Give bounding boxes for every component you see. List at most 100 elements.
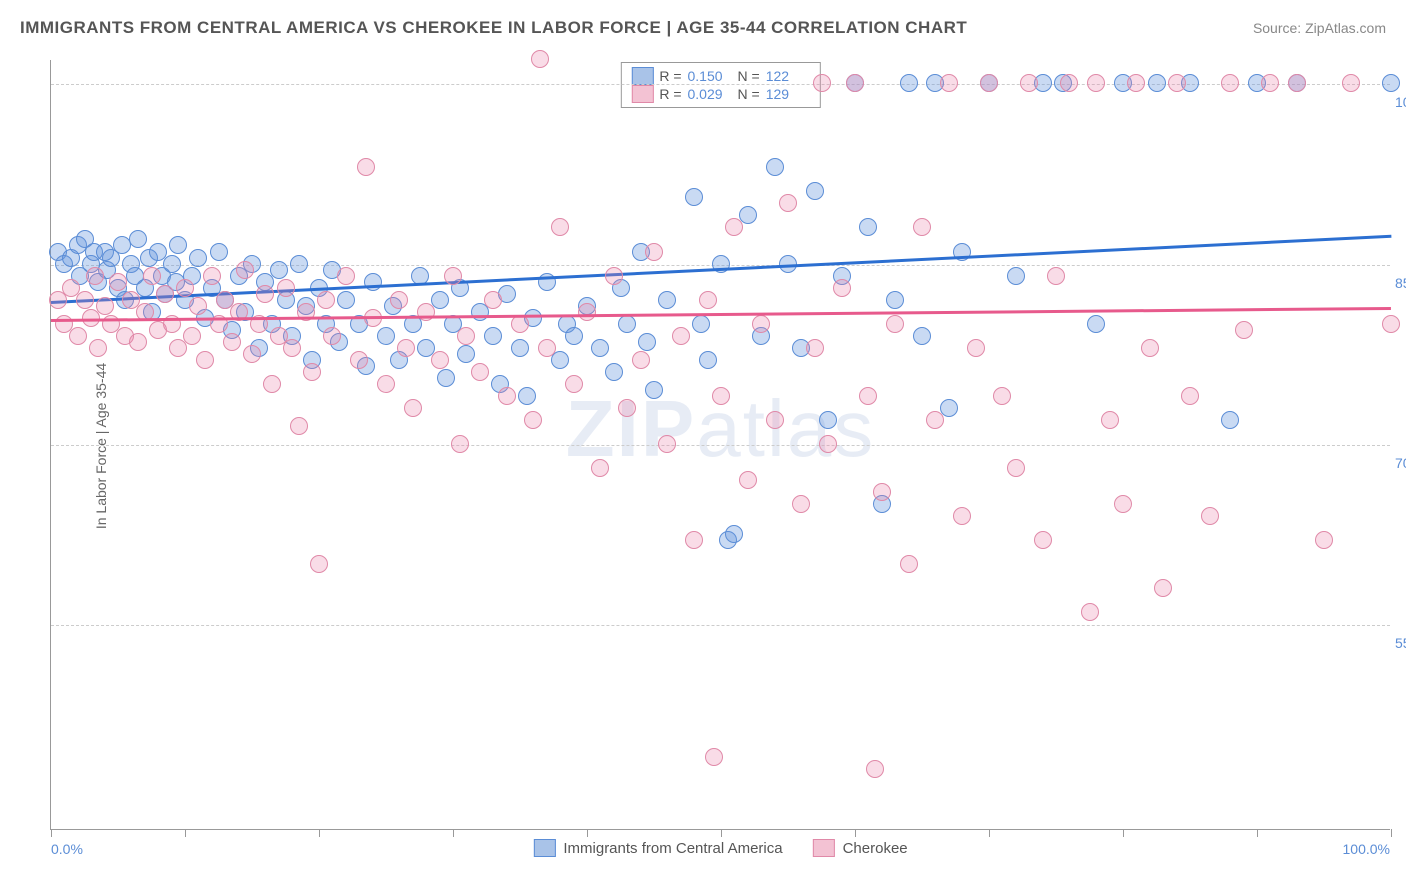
scatter-point (792, 495, 810, 513)
scatter-point (1201, 507, 1219, 525)
scatter-point (1114, 495, 1132, 513)
scatter-point (86, 267, 104, 285)
scatter-point (89, 339, 107, 357)
scatter-point (591, 339, 609, 357)
x-tick (319, 829, 320, 837)
x-axis-min-label: 0.0% (51, 841, 83, 857)
legend-item: Immigrants from Central America (533, 839, 782, 857)
scatter-point (638, 333, 656, 351)
scatter-point (189, 249, 207, 267)
x-tick (587, 829, 588, 837)
scatter-point (618, 315, 636, 333)
gridline (51, 625, 1390, 626)
scatter-point (176, 279, 194, 297)
scatter-point (310, 555, 328, 573)
scatter-point (658, 291, 676, 309)
scatter-point (940, 74, 958, 92)
scatter-point (129, 333, 147, 351)
x-tick (989, 829, 990, 837)
scatter-point (337, 267, 355, 285)
scatter-point (551, 218, 569, 236)
scatter-point (457, 327, 475, 345)
scatter-point (578, 303, 596, 321)
scatter-point (357, 158, 375, 176)
scatter-point (511, 339, 529, 357)
scatter-point (404, 399, 422, 417)
x-tick (51, 829, 52, 837)
scatter-point (270, 261, 288, 279)
scatter-point (263, 375, 281, 393)
scatter-point (290, 417, 308, 435)
legend-label: Cherokee (843, 840, 908, 857)
scatter-point (685, 188, 703, 206)
scatter-point (1060, 74, 1078, 92)
scatter-point (323, 327, 341, 345)
scatter-point (1315, 531, 1333, 549)
scatter-point (303, 363, 321, 381)
scatter-point (1235, 321, 1253, 339)
scatter-point (96, 297, 114, 315)
scatter-point (967, 339, 985, 357)
scatter-point (471, 363, 489, 381)
scatter-point (484, 327, 502, 345)
scatter-point (605, 363, 623, 381)
scatter-point (565, 327, 583, 345)
scatter-point (779, 194, 797, 212)
scatter-point (484, 291, 502, 309)
scatter-point (236, 261, 254, 279)
scatter-point (725, 525, 743, 543)
scatter-point (350, 351, 368, 369)
scatter-point (645, 381, 663, 399)
scatter-point (377, 375, 395, 393)
scatter-point (953, 507, 971, 525)
legend-swatch (631, 85, 653, 103)
scatter-point (390, 291, 408, 309)
scatter-point (277, 279, 295, 297)
scatter-point (1181, 387, 1199, 405)
scatter-point (1154, 579, 1172, 597)
scatter-point (163, 255, 181, 273)
scatter-point (337, 291, 355, 309)
y-tick-label: 100.0% (1395, 94, 1406, 110)
scatter-point (819, 435, 837, 453)
scatter-point (437, 369, 455, 387)
scatter-point (712, 387, 730, 405)
scatter-point (913, 218, 931, 236)
scatter-point (739, 471, 757, 489)
scatter-point (1382, 74, 1400, 92)
chart-plot-area: ZIPatlas R = 0.150N = 122R = 0.029N = 12… (50, 60, 1390, 830)
legend-swatch (533, 839, 555, 857)
scatter-point (1047, 267, 1065, 285)
scatter-point (859, 387, 877, 405)
x-axis-max-label: 100.0% (1343, 841, 1390, 857)
scatter-point (993, 387, 1011, 405)
scatter-point (1141, 339, 1159, 357)
scatter-point (886, 291, 904, 309)
scatter-point (833, 279, 851, 297)
scatter-point (819, 411, 837, 429)
scatter-point (451, 435, 469, 453)
scatter-point (980, 74, 998, 92)
scatter-point (705, 748, 723, 766)
y-tick-label: 70.0% (1395, 455, 1406, 471)
scatter-point (169, 236, 187, 254)
scatter-point (591, 459, 609, 477)
scatter-point (290, 255, 308, 273)
scatter-point (900, 74, 918, 92)
scatter-point (109, 273, 127, 291)
scatter-point (283, 339, 301, 357)
stats-legend-row: R = 0.029N = 129 (631, 85, 809, 103)
scatter-point (524, 411, 542, 429)
scatter-point (317, 291, 335, 309)
x-tick (453, 829, 454, 837)
x-tick (185, 829, 186, 837)
scatter-point (1020, 74, 1038, 92)
series-legend: Immigrants from Central America Cherokee (533, 839, 907, 857)
scatter-point (672, 327, 690, 345)
scatter-point (431, 351, 449, 369)
scatter-point (156, 285, 174, 303)
scatter-point (859, 218, 877, 236)
scatter-point (806, 339, 824, 357)
source-label: Source: ZipAtlas.com (1253, 20, 1386, 36)
scatter-point (189, 297, 207, 315)
